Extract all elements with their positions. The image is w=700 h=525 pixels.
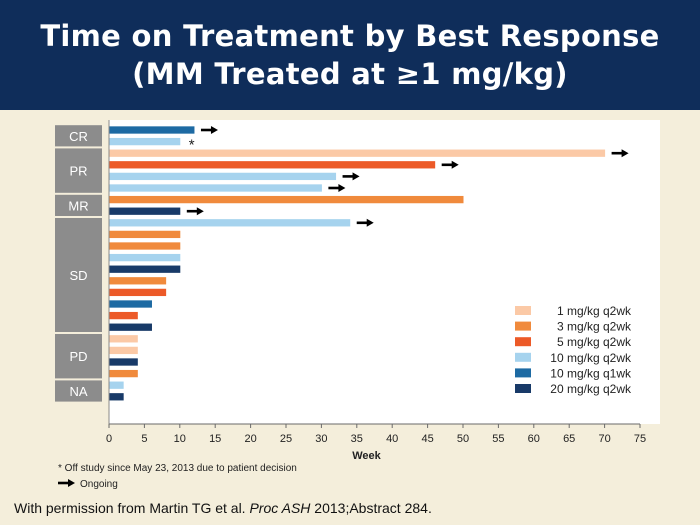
bar [109, 126, 195, 134]
x-tick-label: 0 [106, 433, 112, 445]
ongoing-arrow-head [451, 160, 459, 169]
bar [109, 184, 322, 192]
bar [109, 149, 606, 157]
category-label: PD [69, 349, 87, 364]
bar [109, 311, 138, 320]
legend-label: 10 mg/kg q1wk [550, 366, 632, 380]
legend-label: 10 mg/kg q2wk [550, 351, 632, 365]
x-axis-label: Week [352, 450, 381, 462]
bar [109, 300, 152, 308]
legend-label: 20 mg/kg q2wk [550, 382, 632, 396]
category-box [55, 334, 102, 379]
bar [109, 242, 181, 250]
citation-footer: With permission from Martin TG et al. Pr… [14, 500, 432, 516]
ongoing-arrow-head [196, 207, 204, 216]
x-tick-label: 60 [528, 433, 540, 445]
swimmer-chart: CR * PR MR SD PD NA 0 5 10 15 20 25 30 35 40 45 50 55 60 65 7… [55, 120, 660, 490]
category-box [55, 125, 102, 147]
title-line-1: Time on Treatment by Best Response [40, 19, 660, 53]
x-tick-label: 55 [492, 433, 504, 445]
bar [109, 161, 436, 169]
category-box [55, 194, 102, 216]
category-label: MR [68, 198, 88, 213]
title-bar: Time on Treatment by Best Response (MM T… [0, 0, 700, 110]
x-tick-label: 10 [174, 433, 186, 445]
category-box [55, 148, 102, 193]
category-label: CR [69, 129, 88, 144]
legend-swatch [515, 306, 531, 315]
x-tick-label: 30 [315, 433, 327, 445]
off-study-asterisk: * [189, 137, 195, 154]
x-tick-label: 70 [598, 433, 610, 445]
bar [109, 381, 124, 389]
ongoing-arrow-head [210, 126, 218, 134]
ongoing-arrow-head [352, 172, 360, 181]
bar [109, 277, 167, 285]
x-tick-label: 75 [634, 433, 646, 445]
bar [109, 358, 138, 366]
legend-swatch [515, 337, 531, 347]
category-box [55, 218, 102, 332]
title-line-2: (MM Treated at ≥1 mg/kg) [132, 57, 568, 91]
bar [109, 265, 181, 273]
bar [109, 346, 138, 355]
legend-ongoing-arrow-head [68, 479, 75, 487]
x-tick-label: 45 [421, 433, 433, 445]
plot-background [109, 120, 660, 424]
bar [109, 393, 124, 401]
category-box [55, 380, 102, 402]
bar [109, 172, 337, 181]
footnote-ongoing: Ongoing [80, 479, 118, 490]
citation-suffix: 2013;Abstract 284. [310, 500, 432, 516]
legend-label: 1 mg/kg q2wk [557, 304, 632, 318]
ongoing-arrow-head [338, 184, 346, 192]
x-tick-label: 65 [563, 433, 575, 445]
citation-journal: Proc ASH [249, 500, 311, 516]
bar [109, 195, 464, 204]
x-tick-label: 35 [351, 433, 363, 445]
category-label: PR [69, 164, 87, 179]
bar [109, 219, 351, 227]
ongoing-arrow-head [621, 149, 629, 158]
bar [109, 137, 181, 146]
legend-swatch [515, 352, 531, 362]
footnote-off-study: * Off study since May 23, 2013 due to pa… [58, 463, 297, 474]
x-tick-label: 20 [244, 433, 256, 445]
chart-area: CR * PR MR SD PD NA 0 5 10 15 20 25 30 35 40 45 50 55 60 65 7… [0, 110, 700, 490]
bar [109, 369, 138, 378]
category-label: SD [69, 268, 87, 283]
legend-label: 5 mg/kg q2wk [557, 335, 632, 349]
legend-swatch [515, 368, 531, 378]
legend-swatch [515, 321, 531, 331]
ongoing-arrow-head [366, 218, 374, 227]
category-label: NA [69, 384, 87, 399]
bar [109, 230, 181, 239]
x-tick-label: 40 [386, 433, 398, 445]
bar [109, 288, 167, 297]
bar [109, 207, 181, 215]
x-tick-label: 50 [457, 433, 469, 445]
legend-swatch [515, 384, 531, 393]
x-tick-label: 25 [280, 433, 292, 445]
bar [109, 335, 138, 343]
citation-prefix: With permission from Martin TG et al. [14, 500, 250, 516]
x-tick-label: 15 [209, 433, 221, 445]
legend-label: 3 mg/kg q2wk [557, 320, 632, 334]
x-tick-label: 5 [141, 433, 147, 445]
bar [109, 253, 181, 262]
bar [109, 323, 152, 331]
